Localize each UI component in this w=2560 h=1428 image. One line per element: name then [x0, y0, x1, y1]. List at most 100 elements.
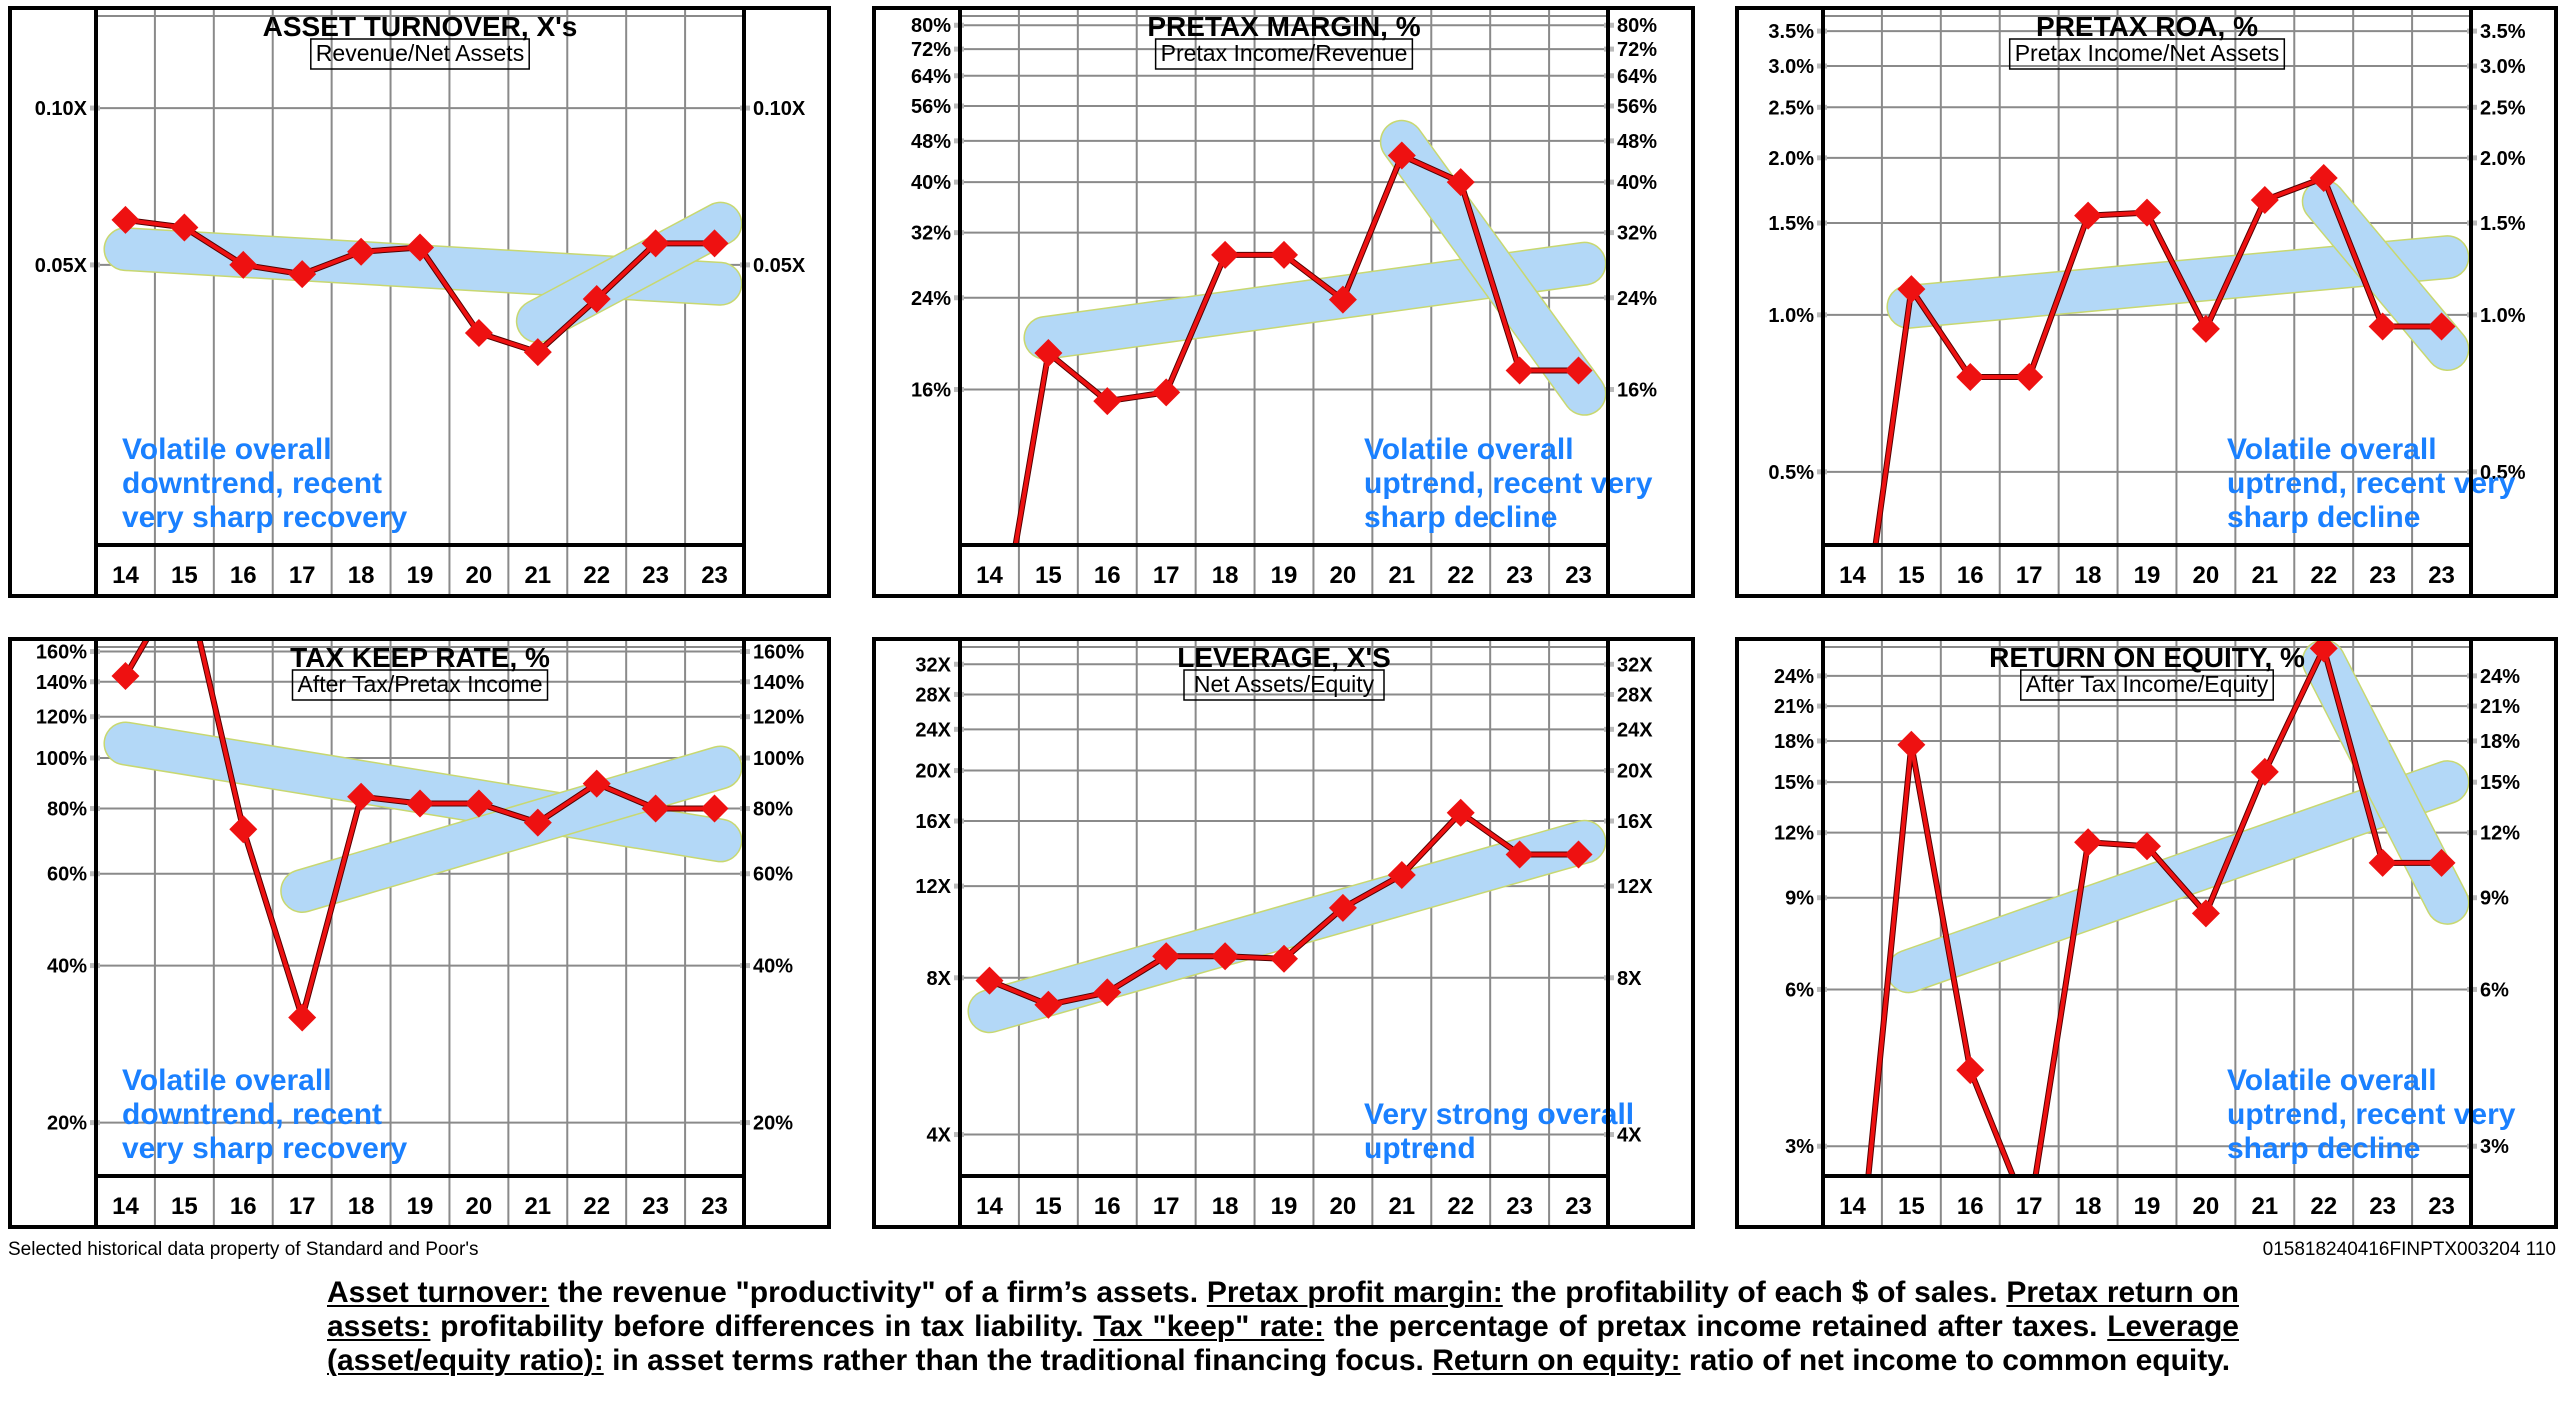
x-tick-label: 15	[171, 562, 198, 589]
chart-title: ASSET TURNOVER, X's	[263, 11, 578, 42]
x-tick-label: 23	[1565, 1193, 1592, 1220]
chart-pretax-roa: 3.5% 3.5% 3.0% 3.0% 2.5% 2.5% 2.0% 2.0% 1.5% 1.5%…	[1735, 6, 2558, 598]
y-tick-label-right: 64%	[1617, 66, 1657, 88]
y-tick-label-left: 2.0%	[1768, 148, 1814, 170]
data-point-marker	[1093, 978, 1122, 1007]
panel-frame	[872, 6, 1695, 598]
x-tick-label: 15	[1898, 562, 1925, 589]
x-tick-label: 23	[701, 1193, 728, 1220]
x-tick-label: 16	[1094, 562, 1121, 589]
data-point-marker	[406, 789, 434, 818]
y-tick-label-left: 20X	[915, 761, 951, 783]
data-point-marker	[1897, 730, 1926, 759]
x-tick-label: 18	[348, 1193, 375, 1220]
x-tick-label: 15	[171, 1193, 198, 1220]
data-point-marker	[1152, 378, 1181, 407]
x-tick-label: 16	[1957, 562, 1984, 589]
data-point-marker	[1328, 285, 1357, 314]
y-tick-label-right: 16X	[1617, 811, 1653, 833]
y-tick-label-right: 2.0%	[2480, 148, 2526, 170]
data-point-marker	[641, 794, 670, 823]
trend-band	[1381, 121, 1605, 415]
data-point-marker	[523, 808, 552, 837]
trend-band	[968, 821, 1605, 1032]
data-point-marker	[1034, 339, 1063, 368]
trend-annotation-line: Very strong overall	[1364, 1098, 1634, 1131]
y-tick-label-right: 12%	[2480, 823, 2520, 845]
x-tick-label: 21	[1388, 562, 1415, 589]
x-tick-label: 19	[1271, 562, 1298, 589]
data-point-marker	[464, 319, 493, 348]
trend-band	[281, 746, 741, 912]
y-tick-label-right: 120%	[753, 707, 804, 729]
y-tick-label-right: 3.5%	[2480, 21, 2526, 43]
data-point-marker	[2368, 848, 2397, 877]
chart-subtitle: Net Assets/Equity	[1194, 671, 1375, 697]
data-point-marker	[582, 285, 611, 314]
y-tick-label-right: 80%	[753, 799, 793, 821]
y-tick-label-right: 3.0%	[2480, 56, 2526, 78]
x-tick-label: 14	[112, 1193, 139, 1220]
x-tick-label: 14	[976, 562, 1003, 589]
panel-frame	[8, 6, 831, 598]
data-point-marker	[975, 966, 1004, 995]
y-tick-label-left: 72%	[911, 39, 951, 61]
chart-svg: 0.10X 0.10X 0.05X 0.05X Volatile overalldown…	[8, 6, 831, 598]
chart-title: PRETAX ROA, %	[2036, 11, 2258, 42]
panel-frame	[1735, 637, 2558, 1229]
x-tick-label: 21	[2251, 562, 2278, 589]
x-tick-label: 22	[583, 562, 610, 589]
y-tick-label-right: 0.05X	[753, 255, 806, 277]
chart-svg: 3.5% 3.5% 3.0% 3.0% 2.5% 2.5% 2.0% 2.0% 1.5% 1.5%…	[1735, 6, 2558, 598]
x-tick-label: 22	[1447, 1193, 1474, 1220]
data-point-marker	[347, 782, 376, 811]
x-tick-label: 20	[2193, 562, 2220, 589]
data-point-marker	[1564, 356, 1593, 385]
trend-annotation-line: uptrend, recent very	[1364, 467, 1653, 500]
x-tick-label: 19	[407, 1193, 434, 1220]
data-point-marker	[2133, 198, 2161, 227]
y-tick-label-right: 80%	[1617, 15, 1657, 37]
definition-term: Asset turnover:	[327, 1276, 550, 1309]
x-tick-label: 19	[407, 562, 434, 589]
y-tick-label-right: 20X	[1617, 761, 1653, 783]
y-tick-label-left: 1.5%	[1768, 213, 1814, 235]
data-point-marker	[2309, 639, 2338, 663]
chart-subtitle: After Tax/Pretax Income	[297, 671, 542, 697]
x-tick-label: 14	[112, 562, 139, 589]
y-tick-label-right: 24%	[2480, 666, 2520, 688]
subtitle-box	[1183, 669, 1385, 701]
chart-svg: 80% 80%72% 72%64% 64%56% 56%48% 48%40% 40%32% 3…	[872, 6, 1695, 598]
data-point-marker	[1270, 240, 1298, 269]
y-tick-label-right: 72%	[1617, 39, 1657, 61]
y-tick-label-left: 24%	[911, 288, 951, 310]
data-point-marker	[1270, 944, 1298, 973]
plot-area	[103, 201, 743, 367]
y-tick-label-right: 1.0%	[2480, 305, 2526, 327]
y-tick-label-right: 160%	[753, 642, 804, 664]
y-tick-label-left: 0.05X	[35, 255, 88, 277]
chart-svg: 160% 160% 140% 140% 120% 120% 100% 100% 80% 80% 60…	[8, 637, 831, 1229]
trend-annotation-line: sharp decline	[2227, 501, 2420, 534]
x-tick-label: 16	[230, 1193, 257, 1220]
panel-frame	[1735, 6, 2558, 598]
plot-area	[1012, 119, 1607, 545]
x-tick-label: 23	[1565, 562, 1592, 589]
x-axis-strip	[1823, 545, 2471, 598]
y-tick-label-left: 3%	[1785, 1136, 1814, 1158]
data-point-marker	[2133, 832, 2161, 861]
y-tick-label-left: 80%	[47, 799, 87, 821]
data-point-marker	[1152, 942, 1181, 971]
panel-frame	[8, 637, 831, 1229]
data-point-marker	[111, 205, 140, 234]
y-tick-label-left: 3.5%	[1768, 21, 1814, 43]
y-tick-label-right: 12X	[1617, 876, 1653, 898]
y-tick-label-right: 8X	[1617, 968, 1642, 990]
definition-text: the revenue "productivity" of a firm’s a…	[549, 1276, 1207, 1309]
chart-subtitle: Pretax Income/Net Assets	[2015, 40, 2280, 66]
trend-annotation-line: very sharp recovery	[122, 501, 408, 534]
trend-annotation-line: uptrend, recent very	[2227, 467, 2516, 500]
definition-term: Pretax return on assets:	[327, 1276, 2239, 1343]
x-axis-strip	[960, 545, 1608, 598]
definitions-paragraph: Asset turnover: the revenue "productivit…	[327, 1276, 2239, 1378]
